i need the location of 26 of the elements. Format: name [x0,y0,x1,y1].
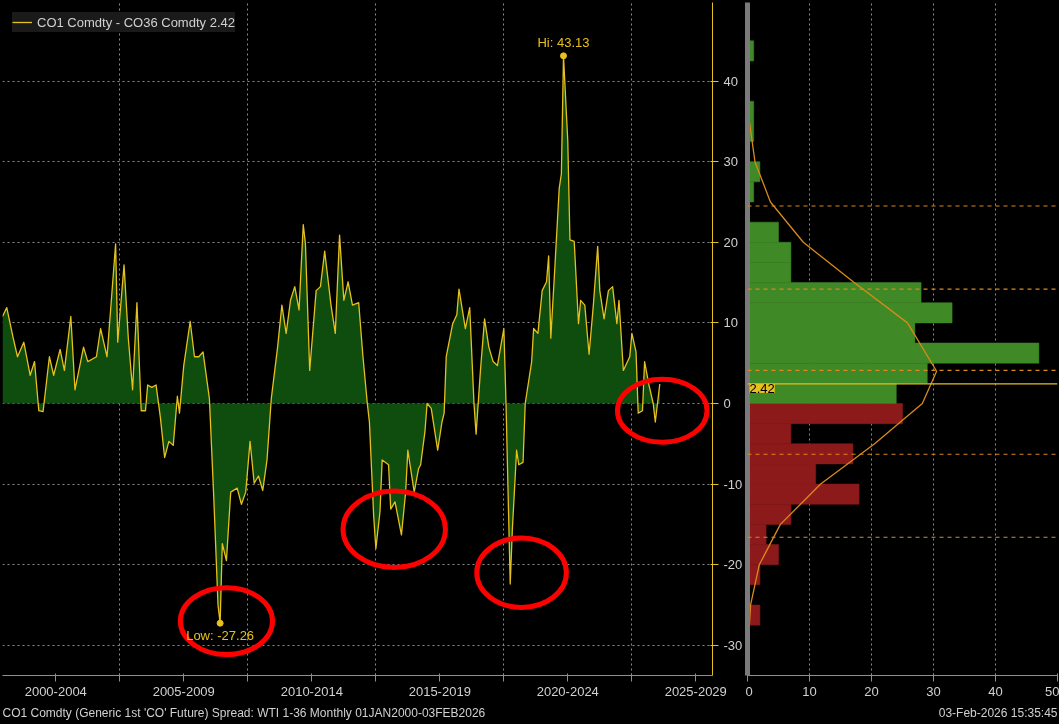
text: CO1 Comdty (Generic 1st 'CO' Future) Spread: WTI 1-36 Monthly 01JAN2000-03FEB2026 [2,705,486,720]
x-tick-label: 0 [745,683,753,699]
x-tick-label: 2020-2024 [536,683,599,699]
y-tick-label: 10 [723,315,738,331]
x-tick-label: 30 [926,683,941,699]
y-tick-label: -30 [723,637,743,653]
annotation: Hi: 43.13 [537,34,590,50]
x-tick-label: 2000-2004 [24,683,87,699]
x-tick-label: 2005-2009 [152,683,215,699]
x-tick-label: 10 [802,683,817,699]
y-tick-label: 20 [723,234,738,250]
text: 03-Feb-2026 15:35:45 [938,705,1058,720]
x-tick-label: 20 [864,683,879,699]
ref-line-label: 2.42 [749,380,775,396]
x-tick-label: 2015-2019 [408,683,471,699]
legend-label: CO1 Comdty - CO36 Comdty 2.42 [37,14,235,30]
x-tick-label: 40 [988,683,1003,699]
y-tick-label: -10 [723,476,743,492]
y-tick-label: 0 [723,395,731,411]
x-tick-label: 50 [1045,683,1059,699]
y-tick-label: 40 [723,73,738,89]
x-tick-label: 2010-2014 [280,683,343,699]
x-tick-label: 2025-2029 [664,683,727,699]
y-tick-label: -20 [723,557,743,573]
annotation: Low: -27.26 [186,628,255,644]
y-tick-label: 30 [723,154,738,170]
